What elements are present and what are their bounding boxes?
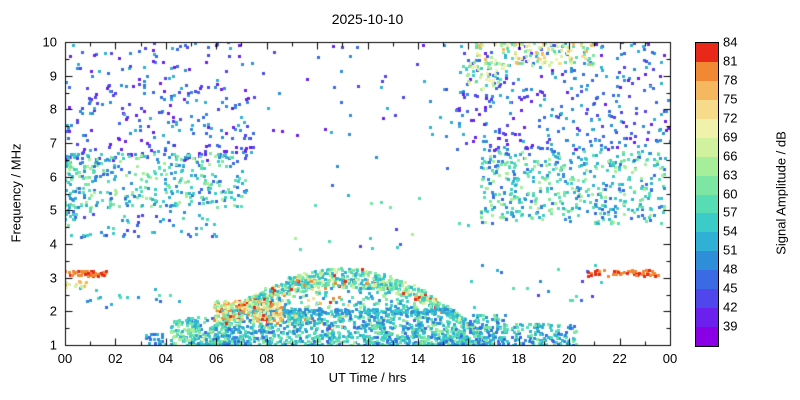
- x-tick-label: 14: [410, 351, 426, 366]
- y-tick-label: 5: [49, 202, 57, 218]
- colorbar-tick-label: 78: [723, 72, 738, 88]
- colorbar-tick-label: 72: [723, 110, 738, 126]
- colorbar-band: [696, 194, 718, 214]
- x-tick-label: 22: [612, 351, 627, 366]
- colorbar-tick-label: 45: [723, 280, 738, 296]
- y-tick-label: 8: [49, 101, 57, 117]
- colorbar-tick-label: 60: [723, 186, 738, 201]
- colorbar-band: [696, 213, 718, 233]
- y-tick-label: 3: [49, 270, 57, 286]
- x-tick-label: 02: [108, 351, 123, 366]
- colorbar-band: [696, 327, 718, 346]
- colorbar-band: [696, 308, 718, 328]
- colorbar-tick-label: 48: [723, 261, 738, 277]
- colorbar-band: [696, 118, 718, 138]
- colorbar-tick-label: 81: [723, 53, 738, 69]
- colorbar-tick-label: 51: [723, 242, 738, 258]
- x-tick-label: 16: [461, 351, 476, 366]
- x-tick-label: 08: [259, 351, 274, 366]
- colorbar: [695, 42, 719, 347]
- colorbar-band: [696, 99, 718, 119]
- y-tick-label: 4: [49, 236, 57, 252]
- y-tick-label: 10: [42, 34, 57, 50]
- chart-title: 2025-10-10: [331, 11, 404, 27]
- colorbar-tick-label: 54: [723, 223, 738, 239]
- colorbar-band: [696, 289, 718, 309]
- colorbar-band: [696, 270, 718, 290]
- x-tick-label: 04: [158, 351, 174, 366]
- x-axis-label: UT Time / hrs: [328, 370, 407, 385]
- colorbar-tick-label: 39: [723, 318, 738, 334]
- y-axis-label: Frequency / MHz: [8, 143, 24, 243]
- colorbar-band: [696, 61, 718, 81]
- colorbar-band: [696, 175, 718, 195]
- x-tick-label: 18: [511, 351, 526, 366]
- colorbar-band: [696, 156, 718, 176]
- colorbar-band: [696, 43, 718, 62]
- y-tick-label: 2: [49, 303, 57, 319]
- colorbar-band: [696, 137, 718, 157]
- colorbar-band: [696, 80, 718, 100]
- y-tick-label: 6: [49, 169, 57, 185]
- colorbar-tick-label: 66: [723, 148, 738, 164]
- colorbar-tick-label: 57: [723, 204, 738, 220]
- x-tick-label: 20: [561, 351, 577, 366]
- x-tick-label: 10: [309, 351, 325, 366]
- colorbar-band: [696, 251, 718, 271]
- x-tick-label: 00: [662, 351, 678, 366]
- colorbar-tick-label: 42: [723, 299, 738, 315]
- y-tick-label: 7: [49, 135, 57, 151]
- x-tick-label: 00: [57, 351, 73, 366]
- colorbar-tick-label: 63: [723, 167, 738, 183]
- colorbar-label: Signal Amplitude / dB: [773, 131, 789, 255]
- y-tick-label: 9: [49, 68, 57, 84]
- colorbar-tick-label: 75: [723, 91, 738, 107]
- x-tick-label: 12: [360, 351, 375, 366]
- y-tick-label: 1: [49, 337, 57, 353]
- colorbar-tick-label: 84: [723, 34, 738, 50]
- x-tick-label: 06: [209, 351, 224, 366]
- colorbar-tick-label: 69: [723, 129, 738, 145]
- colorbar-band: [696, 232, 718, 252]
